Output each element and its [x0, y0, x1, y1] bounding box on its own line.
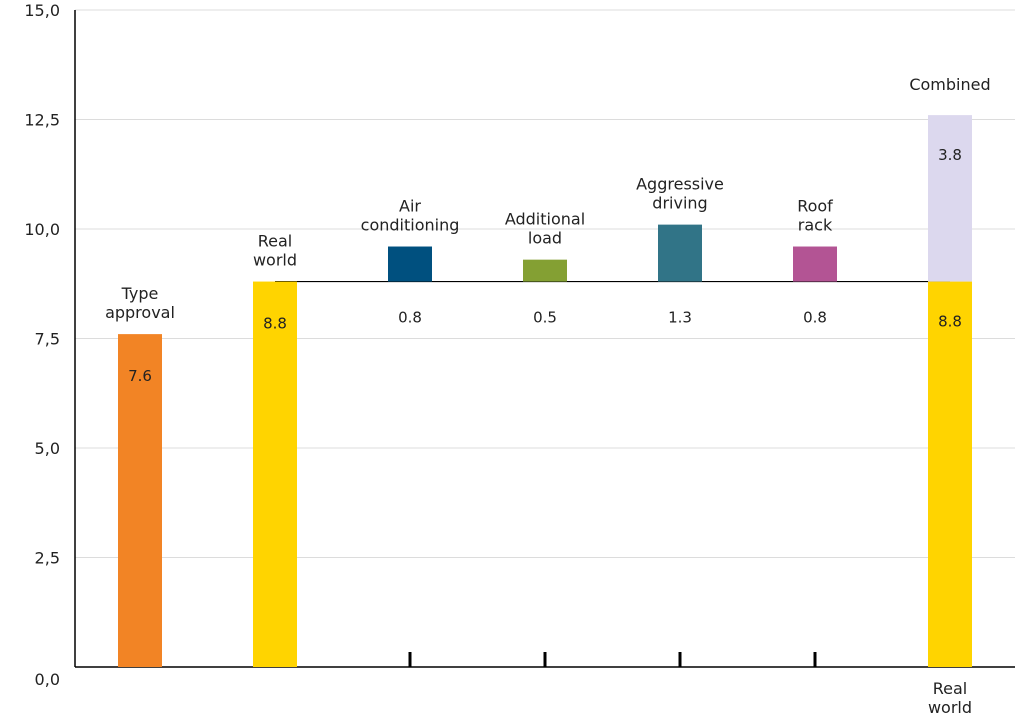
additional-load-label-line-1: Additional [505, 210, 585, 229]
real-world-label-line-1: Real [258, 232, 293, 251]
real-world-label-line-2: world [253, 251, 297, 270]
combined-extra-value-label: 3.8 [938, 146, 962, 164]
roof-rack-label-line-2: rack [798, 216, 833, 235]
y-tick-label-5: 12,5 [24, 111, 60, 130]
aggressive-driving-bar [658, 224, 702, 282]
aggressive-driving-label-line-2: driving [652, 194, 707, 213]
aggressive-driving-value-label: 1.3 [668, 309, 692, 327]
additional-load-value-label: 0.5 [533, 309, 557, 327]
combined-extra-bar [928, 115, 972, 282]
y-tick-label-0: 0,0 [35, 670, 60, 689]
type-approval-value-label: 7.6 [128, 367, 152, 385]
combined-bottom-label-line-1: Real [933, 679, 968, 698]
type-approval-label-line-2: approval [105, 303, 175, 322]
combined-real-world-bar [928, 281, 972, 667]
y-tick-label-6: 15,0 [24, 1, 60, 20]
type-approval-bar [118, 334, 162, 667]
additional-load-label-line-2: load [528, 229, 562, 248]
aggressive-driving-label-line-1: Aggressive [636, 175, 724, 194]
type-approval-label-line-1: Type [121, 284, 159, 303]
y-tick-label-4: 10,0 [24, 220, 60, 239]
y-tick-label-3: 7,5 [35, 330, 60, 349]
real-world-bar [253, 281, 297, 667]
y-tick-label-1: 2,5 [35, 549, 60, 568]
y-tick-label-2: 5,0 [35, 439, 60, 458]
air-conditioning-bar [388, 246, 432, 282]
combined-bottom-label-line-2: world [928, 698, 972, 717]
air-conditioning-label-line-1: Air [399, 197, 421, 216]
air-conditioning-label-line-2: conditioning [361, 216, 460, 235]
real-world-value-label: 8.8 [263, 315, 287, 333]
air-conditioning-value-label: 0.8 [398, 309, 422, 327]
roof-rack-bar [793, 246, 837, 282]
additional-load-bar [523, 259, 567, 282]
combined-real-world-value-label: 8.8 [938, 313, 962, 331]
roof-rack-label-line-1: Roof [797, 197, 833, 216]
combined-label-line-1: Combined [909, 75, 990, 94]
roof-rack-value-label: 0.8 [803, 309, 827, 327]
